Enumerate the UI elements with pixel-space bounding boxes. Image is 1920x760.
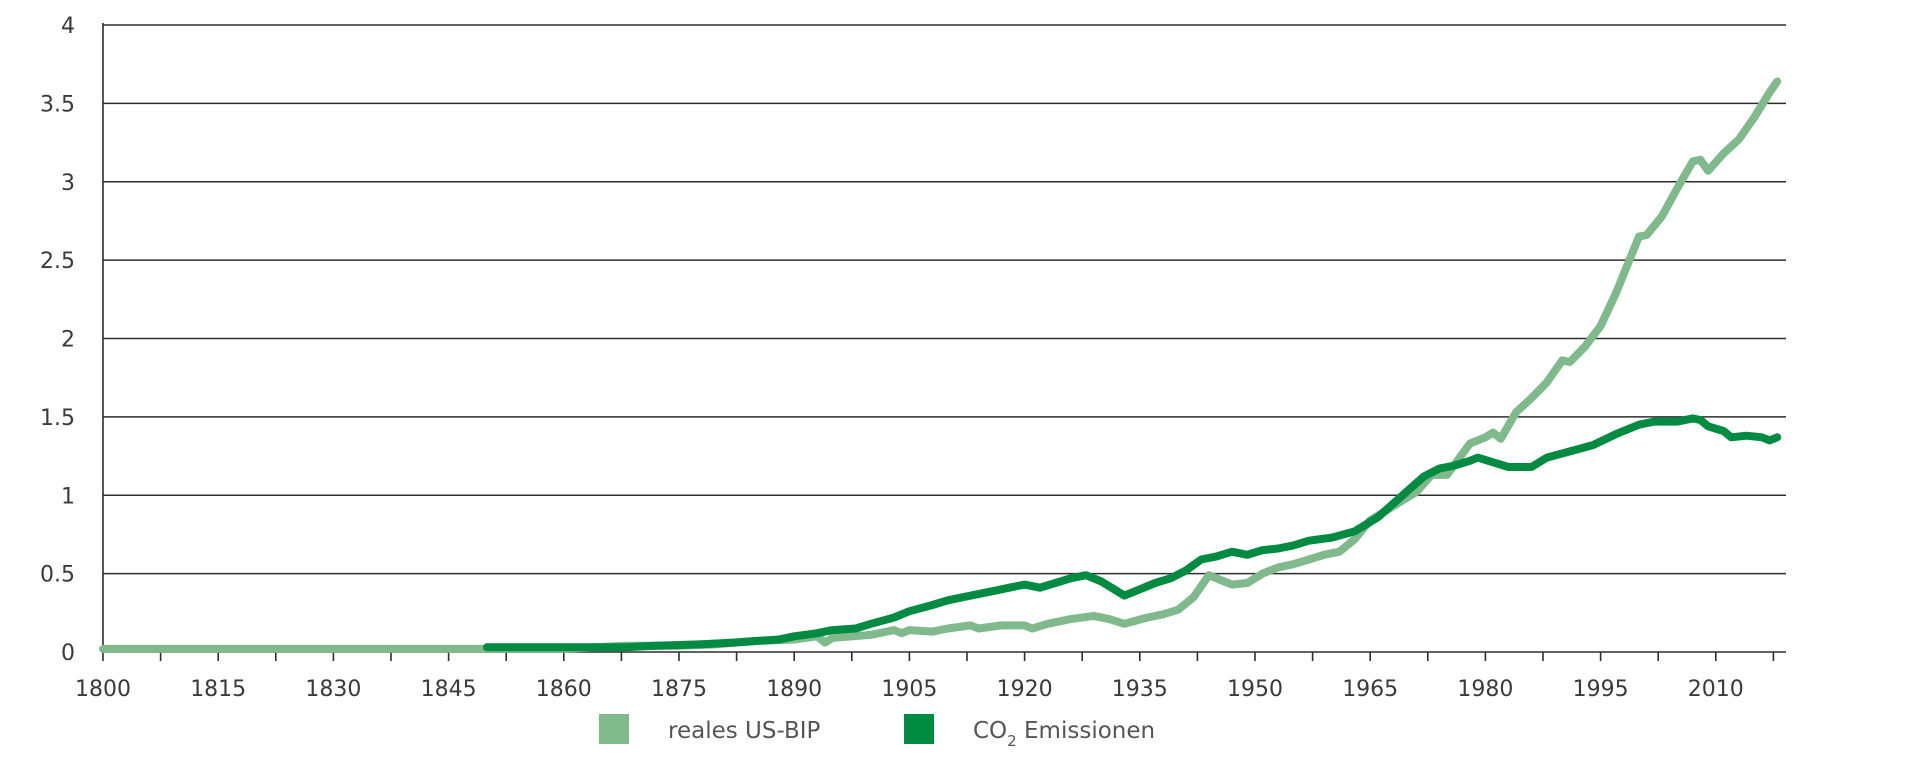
x-tick-label: 1980 <box>1457 677 1513 702</box>
legend-label-co2-suffix: Emissionen <box>1017 718 1155 744</box>
y-tick-label: 2.5 <box>40 249 75 274</box>
y-tick-label: 0.5 <box>40 563 75 588</box>
x-tick-label: 1905 <box>881 677 937 702</box>
y-tick-label: 3 <box>61 171 75 196</box>
x-tick-label: 1830 <box>305 677 361 702</box>
legend: reales US-BIP CO2 Emissionen <box>599 714 1155 750</box>
gridlines <box>103 24 1786 653</box>
x-tick-label: 1815 <box>190 677 246 702</box>
x-tick-label: 2010 <box>1688 677 1744 702</box>
axes: 0 0.5 1 1.5 2 2.5 3 3.5 4 1800 1815 1830 1845 1860 187… <box>40 14 1775 702</box>
y-tick-label: 0 <box>61 641 75 666</box>
y-tick-label: 1 <box>61 484 75 509</box>
x-tick-label: 1860 <box>536 677 592 702</box>
legend-label-gdp: reales US-BIP <box>668 718 821 744</box>
legend-label-co2: CO2 Emissionen <box>973 718 1155 750</box>
series-lines <box>99 77 1782 653</box>
y-tick-label: 2 <box>61 328 75 353</box>
legend-item-co2: CO2 Emissionen <box>904 714 1155 750</box>
legend-label-co2-subscript: 2 <box>1007 732 1017 750</box>
legend-swatch-gdp <box>599 714 629 744</box>
y-tick-label: 4 <box>61 14 75 39</box>
y-tick-label: 3.5 <box>40 92 75 117</box>
x-tick-label: 1920 <box>997 677 1053 702</box>
x-tick-label: 1800 <box>75 677 131 702</box>
x-tick-label: 1995 <box>1573 677 1629 702</box>
x-tick-label: 1965 <box>1342 677 1398 702</box>
x-tick-label: 1890 <box>766 677 822 702</box>
x-tick-label: 1935 <box>1112 677 1168 702</box>
legend-swatch-co2 <box>904 714 934 744</box>
series-line-gdp <box>99 77 1782 653</box>
series-line-co2 <box>483 414 1782 652</box>
x-tick-label: 1845 <box>421 677 477 702</box>
y-tick-label: 1.5 <box>40 406 75 431</box>
x-tick-label: 1950 <box>1227 677 1283 702</box>
legend-label-co2-prefix: CO <box>973 718 1007 744</box>
legend-item-gdp: reales US-BIP <box>599 714 821 744</box>
x-tick-label: 1875 <box>651 677 707 702</box>
